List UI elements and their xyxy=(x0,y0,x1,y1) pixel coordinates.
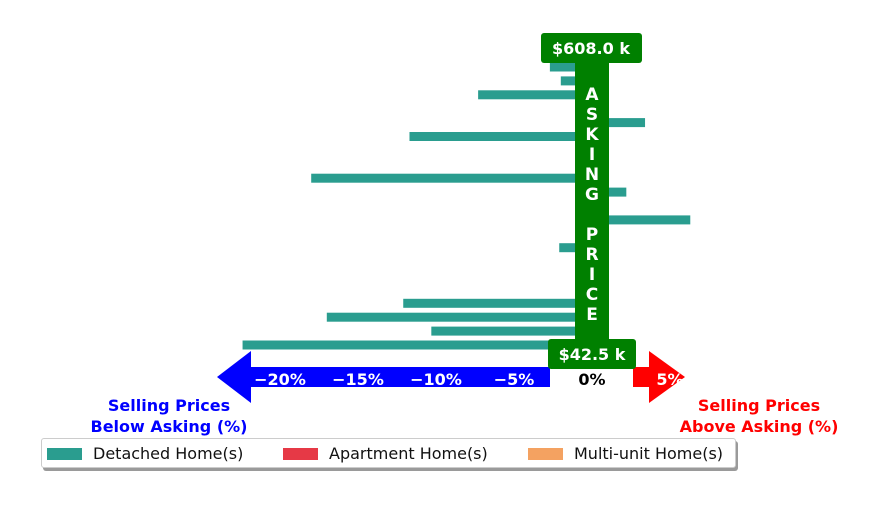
legend-label-multiunit: Multi-unit Home(s) xyxy=(574,444,724,463)
legend-item-detached: Detached Home(s) xyxy=(47,444,243,463)
bottom-price-label: $42.5 k xyxy=(559,345,626,364)
below-asking-arrow-body xyxy=(250,367,550,387)
above-asking-label-line1: Selling Prices xyxy=(698,396,820,415)
below-asking-arrow-head xyxy=(217,351,251,403)
asking-price-letter: A xyxy=(585,85,599,105)
x-tick-label: −10% xyxy=(410,370,462,389)
asking-price-letter: I xyxy=(589,265,595,285)
bar xyxy=(592,215,691,225)
above-asking-arrow xyxy=(633,351,685,403)
bar xyxy=(311,173,592,183)
bar xyxy=(403,298,592,308)
bottom-price-box xyxy=(548,339,636,369)
above-asking-arrow-body xyxy=(633,367,650,387)
legend-item-multiunit: Multi-unit Home(s) xyxy=(528,444,723,463)
bars-group xyxy=(242,62,691,350)
top-price-label: $608.0 k xyxy=(552,39,630,58)
bar xyxy=(431,326,592,336)
above-asking-arrow-head xyxy=(649,351,685,403)
bar xyxy=(478,90,592,100)
legend: Detached Home(s) Apartment Home(s) Multi… xyxy=(41,438,736,468)
x-tick-label: −20% xyxy=(254,370,306,389)
below-asking-label-line2: Below Asking (%) xyxy=(91,417,248,436)
bar xyxy=(409,132,592,141)
asking-price-letter: I xyxy=(589,145,595,165)
asking-price-letter: P xyxy=(586,225,598,245)
asking-price-letter: K xyxy=(585,125,599,145)
asking-price-letter: G xyxy=(585,185,599,205)
x-tick-label: −15% xyxy=(332,370,384,389)
asking-price-letter: R xyxy=(585,245,598,265)
below-asking-label-line1: Selling Prices xyxy=(108,396,230,415)
asking-price-letter: S xyxy=(586,105,598,125)
asking-price-letter: N xyxy=(585,165,599,185)
asking-price-letter: C xyxy=(586,285,598,305)
below-asking-arrow xyxy=(217,351,550,403)
bar xyxy=(242,340,592,350)
bar xyxy=(326,312,592,322)
above-asking-label-line2: Above Asking (%) xyxy=(680,417,839,436)
legend-label-apartment: Apartment Home(s) xyxy=(329,444,488,463)
x-tick-label: 5% xyxy=(656,370,683,389)
legend-label-detached: Detached Home(s) xyxy=(93,444,244,463)
top-price-box xyxy=(541,33,642,63)
bar xyxy=(549,62,592,72)
legend-item-apartment: Apartment Home(s) xyxy=(283,444,488,463)
x-tick-label: −5% xyxy=(494,370,535,389)
x-tick-label: 0% xyxy=(578,370,605,389)
bar xyxy=(592,118,646,128)
legend-swatch-apartment xyxy=(283,447,318,460)
asking-price-column xyxy=(575,58,609,348)
asking-price-letter: E xyxy=(586,305,598,325)
legend-swatch-multiunit xyxy=(528,447,563,460)
legend-swatch-detached xyxy=(47,447,82,460)
bar xyxy=(592,187,627,197)
x-tick-labels: −20% −15% −10% −5% 0% 5% xyxy=(254,370,683,389)
